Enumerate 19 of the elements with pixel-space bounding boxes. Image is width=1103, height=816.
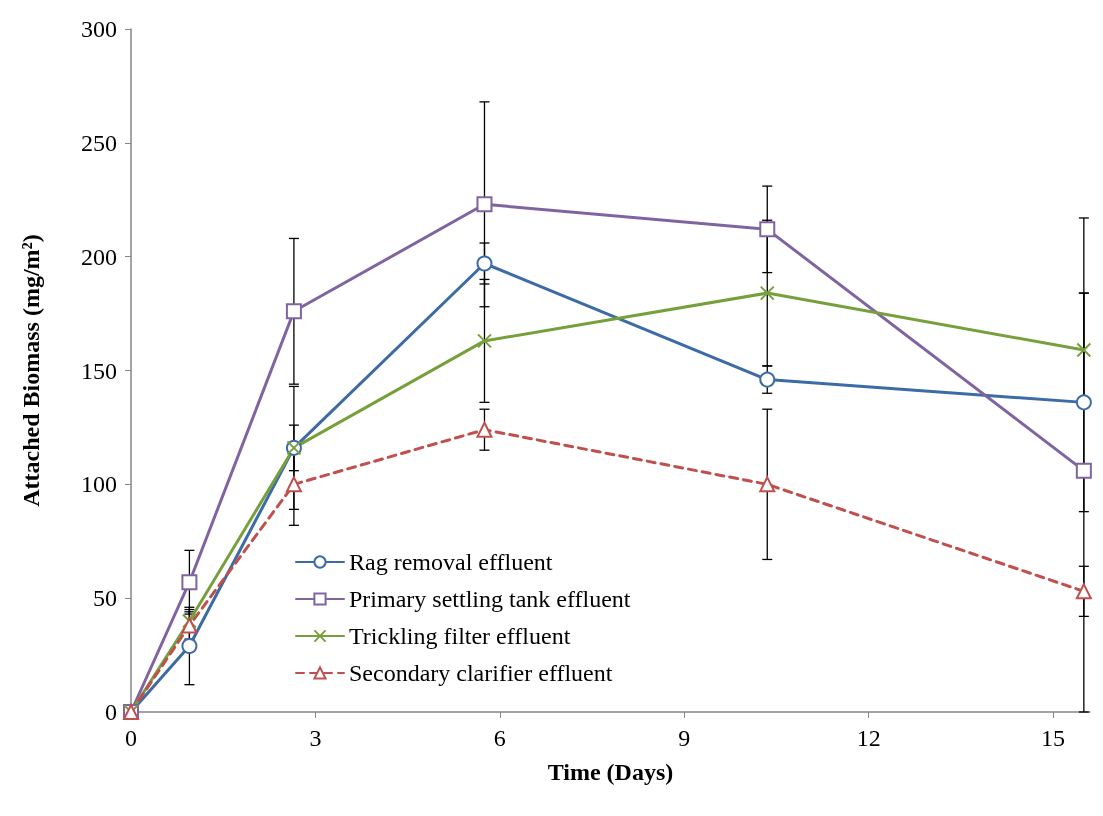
legend-label: Trickling filter effluent — [349, 623, 571, 649]
y-tick-label: 150 — [81, 357, 117, 384]
y-tick-label: 300 — [81, 16, 117, 42]
y-tick-label: 200 — [81, 243, 117, 270]
y-tick-label: 0 — [105, 699, 117, 725]
y-axis-title: Attached Biomass (mg/m²) — [18, 234, 44, 507]
x-tick-label: 9 — [678, 725, 691, 751]
x-tick-label: 6 — [493, 725, 506, 751]
y-tick-label: 50 — [93, 585, 117, 612]
x-tick-label: 0 — [125, 725, 137, 751]
legend-label: Secondary clarifier effluent — [349, 660, 613, 686]
y-tick-label: 100 — [81, 471, 117, 498]
x-axis-title: Time (Days) — [547, 759, 674, 785]
x-tick-label: 3 — [309, 725, 322, 751]
x-tick-label: 12 — [856, 725, 881, 751]
x-tick-label: 15 — [1041, 725, 1066, 751]
y-tick-label: 250 — [81, 129, 117, 156]
legend-label: Primary settling tank effluent — [349, 586, 631, 612]
legend-label: Rag removal effluent — [349, 549, 553, 575]
